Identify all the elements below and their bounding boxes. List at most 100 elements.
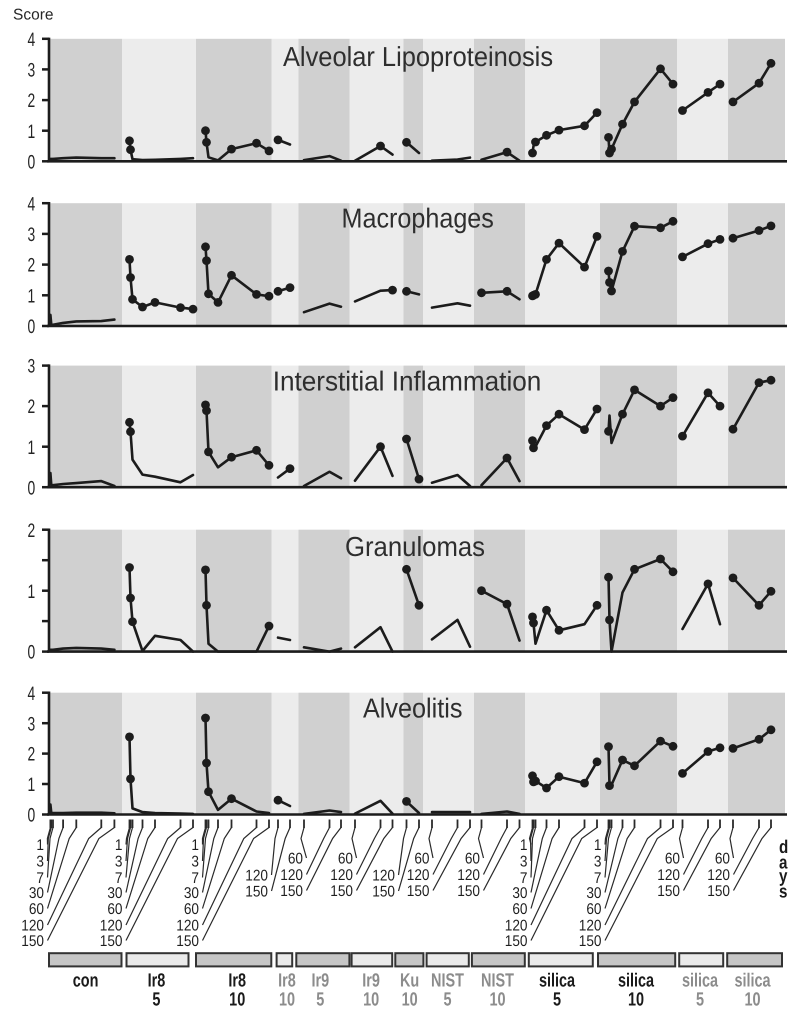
svg-text:Ir9: Ir9 <box>362 971 380 992</box>
svg-text:1: 1 <box>27 285 35 307</box>
svg-text:3: 3 <box>191 854 199 871</box>
svg-text:Macrophages: Macrophages <box>342 203 494 234</box>
svg-text:150: 150 <box>457 883 480 900</box>
svg-text:10: 10 <box>628 990 644 1011</box>
svg-text:120: 120 <box>505 918 528 935</box>
svg-text:NIST: NIST <box>481 971 514 992</box>
svg-text:3: 3 <box>27 60 35 82</box>
svg-text:silica: silica <box>734 971 770 992</box>
svg-text:120: 120 <box>176 918 199 935</box>
svg-text:1: 1 <box>191 837 199 854</box>
svg-text:3: 3 <box>115 854 123 871</box>
svg-text:10: 10 <box>229 990 245 1011</box>
svg-text:10: 10 <box>279 990 295 1011</box>
svg-text:Alveolar Lipoproteinosis: Alveolar Lipoproteinosis <box>283 41 553 72</box>
svg-text:Ku: Ku <box>400 971 419 992</box>
svg-text:60: 60 <box>184 901 200 918</box>
svg-text:y: y <box>779 865 788 886</box>
svg-text:10: 10 <box>402 990 418 1011</box>
svg-text:120: 120 <box>100 918 123 935</box>
svg-text:60: 60 <box>665 851 681 868</box>
svg-text:Ir8: Ir8 <box>148 971 166 992</box>
svg-text:d: d <box>779 836 788 857</box>
svg-text:150: 150 <box>245 884 268 901</box>
svg-text:150: 150 <box>579 933 602 950</box>
svg-text:120: 120 <box>579 918 602 935</box>
svg-text:1: 1 <box>27 121 35 143</box>
svg-text:2: 2 <box>27 255 35 277</box>
svg-text:0: 0 <box>27 805 35 827</box>
svg-text:7: 7 <box>36 870 44 887</box>
svg-text:3: 3 <box>27 356 35 378</box>
svg-text:7: 7 <box>520 870 528 887</box>
svg-text:Interstitial Inflammation: Interstitial Inflammation <box>273 365 542 396</box>
svg-text:a: a <box>779 852 788 873</box>
svg-text:0: 0 <box>27 642 35 664</box>
svg-text:3: 3 <box>36 854 44 871</box>
svg-text:150: 150 <box>407 883 430 900</box>
svg-text:150: 150 <box>280 883 303 900</box>
svg-text:150: 150 <box>176 933 199 950</box>
svg-text:60: 60 <box>107 901 123 918</box>
svg-text:10: 10 <box>744 990 760 1011</box>
svg-text:60: 60 <box>512 901 528 918</box>
svg-text:silica: silica <box>682 971 718 992</box>
svg-text:150: 150 <box>330 883 353 900</box>
svg-text:3: 3 <box>27 713 35 735</box>
svg-text:5: 5 <box>152 990 160 1011</box>
svg-text:120: 120 <box>407 867 430 884</box>
svg-text:0: 0 <box>27 151 35 173</box>
svg-text:7: 7 <box>594 870 602 887</box>
svg-text:120: 120 <box>330 867 353 884</box>
svg-text:con: con <box>73 971 99 992</box>
svg-text:60: 60 <box>715 851 731 868</box>
svg-text:30: 30 <box>29 885 45 902</box>
svg-text:1: 1 <box>27 581 35 603</box>
svg-text:120: 120 <box>707 867 730 884</box>
svg-text:2: 2 <box>27 396 35 418</box>
svg-text:2: 2 <box>27 520 35 542</box>
svg-text:150: 150 <box>707 883 730 900</box>
svg-text:silica: silica <box>618 971 654 992</box>
svg-text:silica: silica <box>539 971 575 992</box>
svg-text:5: 5 <box>443 990 451 1011</box>
svg-text:150: 150 <box>372 884 395 901</box>
svg-text:1: 1 <box>520 837 528 854</box>
svg-text:120: 120 <box>372 868 395 885</box>
svg-text:60: 60 <box>288 851 304 868</box>
svg-text:150: 150 <box>505 933 528 950</box>
svg-text:120: 120 <box>21 918 44 935</box>
svg-text:7: 7 <box>191 870 199 887</box>
svg-text:3: 3 <box>27 224 35 246</box>
svg-text:30: 30 <box>107 885 123 902</box>
svg-text:150: 150 <box>21 933 44 950</box>
svg-text:150: 150 <box>657 883 680 900</box>
svg-text:120: 120 <box>245 868 268 885</box>
svg-text:4: 4 <box>27 29 35 51</box>
svg-text:4: 4 <box>27 193 35 215</box>
svg-text:30: 30 <box>512 885 528 902</box>
svg-text:1: 1 <box>36 837 44 854</box>
svg-text:120: 120 <box>657 867 680 884</box>
svg-text:2: 2 <box>27 744 35 766</box>
svg-text:s: s <box>779 881 787 902</box>
svg-text:60: 60 <box>338 851 354 868</box>
svg-text:2: 2 <box>27 90 35 112</box>
svg-text:1: 1 <box>27 437 35 459</box>
svg-text:3: 3 <box>594 854 602 871</box>
svg-text:10: 10 <box>363 990 379 1011</box>
svg-text:4: 4 <box>27 683 35 705</box>
svg-text:Ir8: Ir8 <box>278 971 296 992</box>
svg-text:30: 30 <box>184 885 200 902</box>
svg-text:Ir8: Ir8 <box>228 971 246 992</box>
svg-text:1: 1 <box>115 837 123 854</box>
svg-text:10: 10 <box>489 990 505 1011</box>
svg-text:Ir9: Ir9 <box>311 971 329 992</box>
svg-text:Score: Score <box>13 6 54 23</box>
svg-text:30: 30 <box>586 885 602 902</box>
svg-text:60: 60 <box>465 851 481 868</box>
svg-text:7: 7 <box>115 870 123 887</box>
svg-text:1: 1 <box>27 774 35 796</box>
svg-text:5: 5 <box>696 990 704 1011</box>
svg-text:60: 60 <box>414 851 430 868</box>
